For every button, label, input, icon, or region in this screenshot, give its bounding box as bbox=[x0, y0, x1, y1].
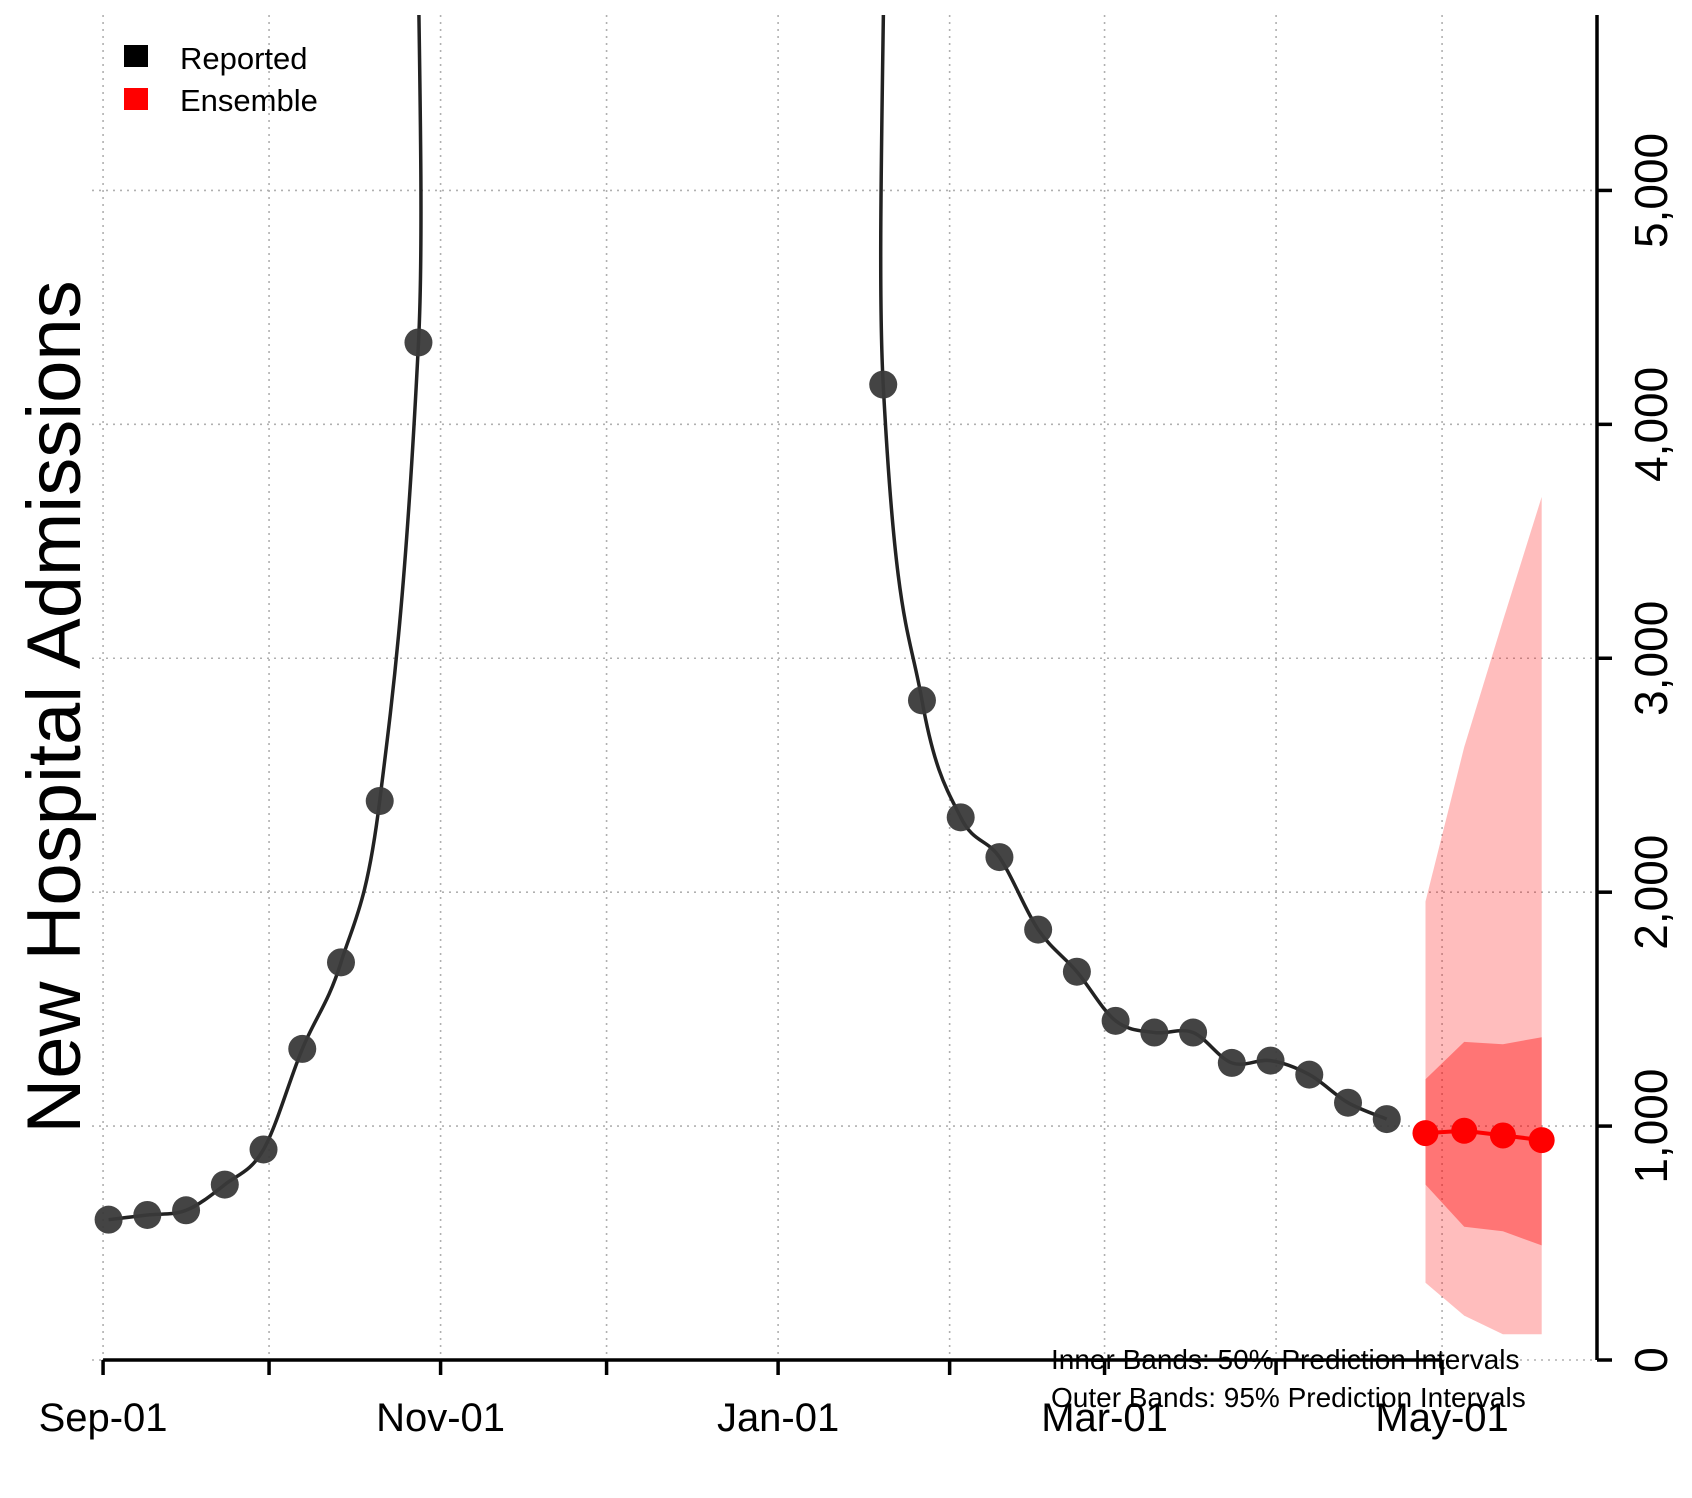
reported-point bbox=[210, 1170, 239, 1199]
x-tick-label: Sep-01 bbox=[39, 1396, 168, 1440]
series-lines bbox=[108, 15, 1542, 1222]
reported-point bbox=[946, 803, 975, 832]
reported-point bbox=[1334, 1088, 1363, 1117]
y-tick-label: 0 bbox=[1625, 1347, 1677, 1373]
y-tick-label: 2,000 bbox=[1625, 835, 1677, 950]
reported-point bbox=[1140, 1018, 1169, 1047]
reported-point bbox=[1372, 1105, 1401, 1134]
reported-point bbox=[1217, 1048, 1246, 1077]
grid bbox=[92, 15, 1597, 1361]
y-tick-label: 1,000 bbox=[1625, 1069, 1677, 1184]
note-inner-bands: Inner Bands: 50% Prediction Intervals bbox=[1051, 1344, 1519, 1375]
reported-point bbox=[1295, 1060, 1324, 1089]
reported-point bbox=[1062, 957, 1091, 986]
reported-point bbox=[288, 1034, 317, 1063]
x-tick-label: Jan-01 bbox=[717, 1396, 839, 1440]
ensemble-point bbox=[1412, 1120, 1439, 1147]
reported-point bbox=[1024, 915, 1053, 944]
x-tick-label: Mar-01 bbox=[1041, 1396, 1168, 1440]
reported-point bbox=[907, 686, 936, 715]
y-tick-label: 3,000 bbox=[1625, 601, 1677, 716]
legend-swatch-reported bbox=[124, 45, 148, 67]
reported-point bbox=[985, 843, 1014, 872]
y-axis-title: New Hospital Admissions bbox=[12, 280, 97, 1133]
legend-label-reported: Reported bbox=[180, 41, 308, 76]
y-tick-label: 4,000 bbox=[1625, 367, 1677, 482]
reported-point bbox=[94, 1205, 123, 1234]
band-50-percent bbox=[1425, 1037, 1542, 1246]
ensemble-line bbox=[1425, 1128, 1542, 1143]
prediction-bands bbox=[1425, 496, 1542, 1335]
axes: Sep-01 Nov-01 Jan-01 Mar-01 May-01 0 1,000 2,00… bbox=[39, 15, 1677, 1440]
reported-point bbox=[249, 1135, 278, 1164]
legend-swatch-ensemble bbox=[124, 88, 148, 110]
reported-point bbox=[133, 1200, 162, 1229]
x-tick-label: May-01 bbox=[1375, 1396, 1508, 1440]
y-tick-label: 5,000 bbox=[1625, 133, 1677, 248]
reported-point bbox=[1179, 1018, 1208, 1047]
ensemble-point bbox=[1489, 1122, 1516, 1149]
reported-point bbox=[404, 328, 433, 357]
x-tick-label: Nov-01 bbox=[376, 1396, 505, 1440]
series-points bbox=[94, 328, 1555, 1234]
reported-point bbox=[1256, 1046, 1285, 1075]
legend-label-ensemble: Ensemble bbox=[180, 83, 318, 118]
ensemble-point bbox=[1451, 1117, 1478, 1144]
reported-point bbox=[1101, 1006, 1130, 1035]
reported-point bbox=[172, 1196, 201, 1225]
reported-point bbox=[869, 370, 898, 399]
reported-point bbox=[326, 948, 355, 977]
note-outer-bands: Outer Bands: 95% Prediction Intervals bbox=[1051, 1382, 1526, 1413]
ensemble-point bbox=[1528, 1127, 1555, 1154]
interval-note: Inner Bands: 50% Prediction Intervals Ou… bbox=[1051, 1344, 1526, 1413]
legend: Reported Ensemble bbox=[124, 41, 318, 118]
reported-point bbox=[365, 786, 394, 815]
